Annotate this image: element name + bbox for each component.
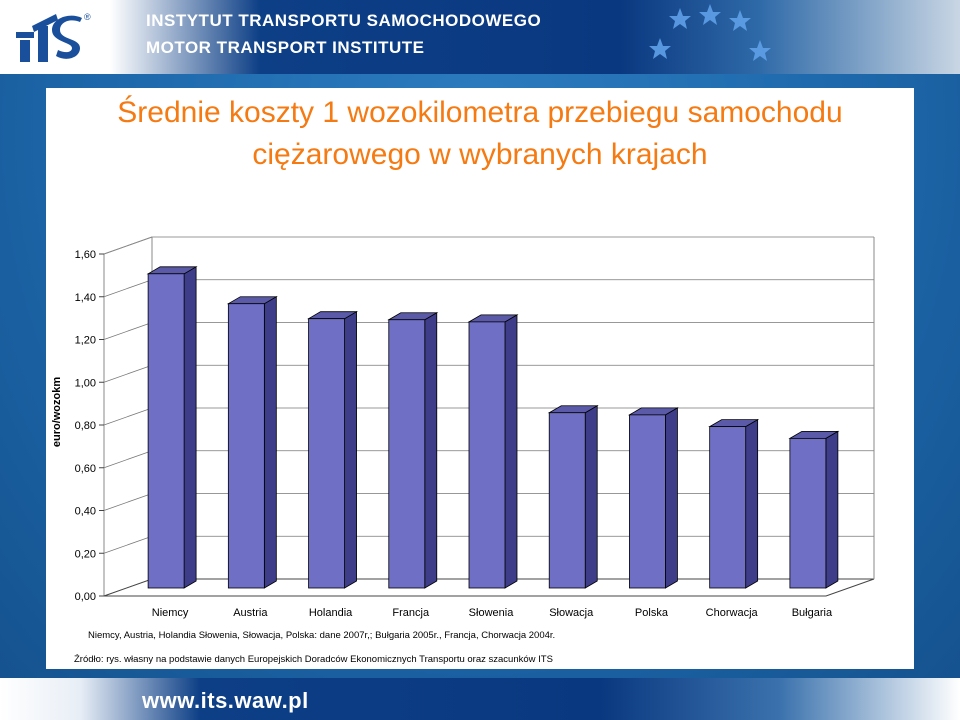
bar	[548, 412, 586, 589]
slide-title-line-1: Średnie koszty 1 wozokilometra przebiegu…	[117, 96, 843, 129]
bar-side	[424, 312, 438, 589]
bar-side	[584, 405, 598, 589]
title-panel: Średnie koszty 1 wozokilometra przebiegu…	[46, 88, 914, 180]
chart-bars	[146, 266, 840, 589]
x-tick-label: Bułgaria	[792, 607, 833, 619]
eu-stars-decoration	[649, 4, 771, 61]
bar-chart: 0,00 0,20 0,40 0,60 0,80 1,00 1,20 1,40 1,60 Nie…	[51, 236, 875, 665]
chart-data-note: Niemcy, Austria, Holandia Słowenia, Słow…	[88, 630, 555, 641]
y-tick-label: 0,00	[75, 591, 96, 603]
x-tick-label: Niemcy	[152, 607, 189, 619]
registered-mark: ®	[84, 12, 91, 22]
star-icon	[729, 10, 751, 31]
x-tick-label: Polska	[635, 607, 669, 619]
bar-side	[745, 418, 759, 589]
header-banner: ® INSTYTUT TRANSPORTU SAMOCHODOWEGO MOTO…	[0, 0, 960, 74]
its-logo: ®	[16, 12, 91, 62]
bar	[147, 273, 185, 589]
bar-side	[504, 314, 518, 589]
x-tick-label: Słowacja	[549, 607, 594, 619]
bar-side	[183, 266, 197, 589]
y-tick-label: 0,20	[75, 548, 96, 560]
y-tick-label: 1,00	[75, 377, 96, 389]
y-tick-label: 0,80	[75, 420, 96, 432]
bar	[468, 321, 506, 589]
y-tick-label: 0,60	[75, 463, 96, 475]
x-tick-label: Austria	[233, 607, 268, 619]
chart-source-note: Źródło: rys. własny na podstawie danych …	[74, 654, 553, 665]
x-tick-label: Francja	[392, 607, 430, 619]
institute-name-en: MOTOR TRANSPORT INSTITUTE	[146, 38, 425, 57]
star-icon	[749, 40, 771, 61]
gridline	[103, 279, 874, 298]
y-tick-label: 1,20	[75, 335, 96, 347]
star-icon	[699, 4, 721, 25]
bar-side	[344, 310, 357, 589]
chart-panel: 0,00 0,20 0,40 0,60 0,80 1,00 1,20 1,40 1,60 Nie…	[46, 180, 914, 669]
x-tick-label: Słowenia	[469, 607, 515, 619]
slide-title-line-2: ciężarowego w wybranych krajach	[252, 138, 708, 171]
y-tick-labels: 0,00 0,20 0,40 0,60 0,80 1,00 1,20 1,40 1,60	[75, 249, 96, 603]
y-tick-label: 1,40	[75, 292, 96, 304]
bar	[709, 426, 747, 589]
bar	[227, 303, 265, 589]
bar	[388, 319, 426, 589]
footer-website-link[interactable]: www.its.waw.pl	[142, 688, 309, 713]
bar	[789, 437, 827, 589]
bar-side	[263, 296, 277, 589]
institute-name-pl: INSTYTUT TRANSPORTU SAMOCHODOWEGO	[146, 11, 542, 30]
x-tick-label: Chorwacja	[706, 607, 759, 619]
x-tick-labels: Niemcy Austria Holandia Francja Słowenia Słow…	[152, 607, 833, 619]
bar-side	[665, 407, 678, 589]
y-tick-label: 1,60	[75, 249, 96, 261]
gridline	[103, 236, 874, 255]
slide-title: Średnie koszty 1 wozokilometra przebiegu…	[46, 88, 914, 176]
y-axis-label: euro/wozokm	[51, 377, 63, 448]
star-icon	[649, 38, 671, 59]
y-tick-label: 0,40	[75, 506, 96, 518]
bar-side	[825, 430, 839, 589]
star-icon	[669, 8, 691, 29]
bar	[308, 318, 345, 589]
footer-banner	[0, 678, 960, 720]
bar	[629, 414, 666, 589]
x-tick-label: Holandia	[309, 607, 353, 619]
